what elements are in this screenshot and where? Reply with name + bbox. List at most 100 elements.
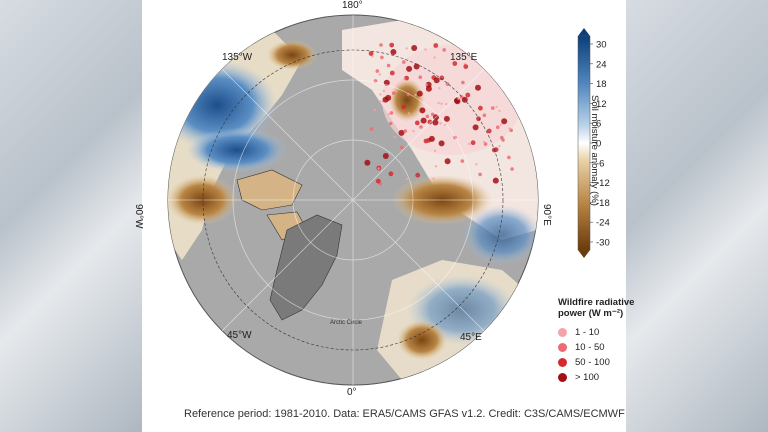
wildfire-dot bbox=[437, 101, 440, 105]
greenland bbox=[269, 214, 343, 321]
wildfire-dot bbox=[411, 45, 418, 51]
wildfire-dot bbox=[468, 142, 471, 146]
wildfire-dot bbox=[432, 177, 435, 180]
wildfire-dot bbox=[470, 140, 476, 146]
colorbar: 30 24 18 12 6 0 -6 -12 -18 -24 -30 bbox=[577, 28, 610, 258]
wildfire-dot bbox=[405, 47, 408, 50]
legend-dot-icon bbox=[558, 357, 567, 367]
wildfire-dot bbox=[380, 55, 384, 60]
colorbar-title: Soil moisture anomaly (%) bbox=[589, 95, 600, 206]
wildfire-dot bbox=[491, 106, 495, 110]
wildfire-dot bbox=[405, 177, 409, 181]
lon-label-135e: 135°E bbox=[450, 52, 478, 63]
wildfire-dot bbox=[371, 55, 374, 58]
lon-label-135w: 135°W bbox=[222, 52, 253, 63]
wildfire-dot bbox=[419, 107, 426, 114]
wildfire-dot bbox=[425, 114, 430, 119]
wildfire-dot bbox=[400, 145, 404, 150]
wildfire-dot bbox=[439, 75, 445, 81]
wildfire-dot bbox=[377, 167, 380, 170]
wildfire-dot bbox=[414, 120, 420, 126]
lon-label-45w: 45°W bbox=[227, 330, 252, 341]
wildfire-dot bbox=[414, 93, 417, 97]
wildfire-dot bbox=[496, 125, 500, 129]
legend-item-label: 10 - 50 bbox=[575, 341, 605, 353]
graticule bbox=[168, 15, 538, 385]
wildfire-dot bbox=[406, 92, 411, 97]
wildfire-dot bbox=[433, 43, 439, 48]
legend-dot-icon bbox=[558, 342, 567, 352]
wildfire-legend-title: Wildfire radiative power (W m⁻²) bbox=[558, 297, 638, 319]
wildfire-dot bbox=[389, 42, 395, 48]
colorbar-tick-label: 6 bbox=[596, 119, 601, 130]
background-right bbox=[626, 0, 768, 432]
lon-label-0: 0° bbox=[347, 387, 357, 398]
wildfire-dot bbox=[433, 149, 437, 153]
wildfire-dot bbox=[445, 82, 450, 86]
background-left bbox=[0, 0, 142, 432]
wildfire-dot bbox=[439, 122, 442, 125]
wildfire-dot bbox=[460, 159, 465, 163]
colorbar-tick-label: 24 bbox=[596, 59, 607, 70]
wildfire-dot bbox=[401, 104, 406, 110]
colorbar-tick-label: -12 bbox=[596, 178, 610, 189]
colorbar-top-arrow bbox=[578, 28, 590, 36]
wildfire-dot bbox=[373, 108, 377, 112]
wildfire-dot bbox=[461, 80, 465, 85]
wildfire-dot bbox=[375, 69, 380, 73]
wet-region-west-siberia bbox=[462, 205, 538, 265]
wildfire-dot bbox=[492, 177, 499, 184]
wildfire-dot bbox=[509, 128, 513, 133]
wildfire-dot bbox=[403, 129, 408, 133]
wildfire-dot bbox=[416, 90, 423, 97]
wildfire-dot bbox=[507, 155, 511, 160]
wildfire-dot bbox=[389, 111, 394, 115]
wildfire-dot bbox=[385, 94, 392, 101]
wildfire-dot bbox=[364, 159, 371, 166]
wildfire-dot bbox=[428, 135, 435, 142]
wildfire-dot bbox=[388, 171, 394, 177]
wildfire-dot bbox=[483, 142, 488, 146]
wildfire-dot bbox=[443, 115, 450, 122]
wildfire-dot bbox=[427, 119, 433, 125]
wildfire-dot bbox=[434, 165, 438, 168]
wildfire-dot bbox=[495, 105, 498, 109]
wildfire-dot bbox=[379, 43, 383, 47]
dry-region-europe bbox=[397, 320, 447, 360]
colorbar-tick-label: -18 bbox=[596, 198, 610, 209]
polar-map bbox=[167, 14, 539, 386]
wet-region-canada bbox=[187, 128, 287, 172]
wildfire-dot bbox=[425, 83, 428, 86]
wildfire-dot bbox=[433, 77, 440, 84]
wildfire-dot bbox=[412, 130, 415, 133]
wildfire-legend-item: 50 - 100 bbox=[558, 355, 610, 369]
wildfire-dot bbox=[387, 113, 390, 116]
wildfire-dot bbox=[498, 144, 501, 148]
wildfire-dot bbox=[433, 56, 436, 59]
wildfire-dot bbox=[418, 75, 423, 79]
wildfire-dot bbox=[442, 48, 447, 52]
wildfire-dot bbox=[430, 112, 435, 117]
wildfire-legend-title-line1: Wildfire radiative bbox=[558, 297, 635, 308]
wildfire-dot bbox=[425, 85, 432, 92]
wildfire-dot bbox=[478, 105, 483, 111]
colorbar-tick-label: -24 bbox=[596, 218, 610, 229]
wildfire-dot bbox=[424, 48, 427, 51]
wildfire-dot bbox=[423, 138, 429, 144]
wildfire-dot bbox=[379, 93, 382, 96]
wildfire-dot bbox=[465, 92, 471, 98]
wildfire-dot bbox=[403, 77, 406, 81]
wildfire-dot bbox=[420, 117, 427, 124]
wildfire-dot bbox=[444, 158, 451, 165]
wildfire-legend-item: 1 - 10 bbox=[558, 325, 599, 339]
wildfire-dot bbox=[389, 70, 395, 76]
wildfire-dot bbox=[508, 127, 511, 130]
wildfire-dot bbox=[392, 91, 396, 95]
legend-item-label: 50 - 100 bbox=[575, 356, 610, 368]
wildfire-dot bbox=[378, 100, 382, 103]
wildfire-dot bbox=[478, 172, 482, 177]
wildfire-dot bbox=[382, 89, 386, 93]
legend-dot-icon bbox=[558, 327, 567, 337]
wildfire-dot bbox=[402, 60, 406, 64]
wildfire-dot bbox=[499, 123, 503, 126]
